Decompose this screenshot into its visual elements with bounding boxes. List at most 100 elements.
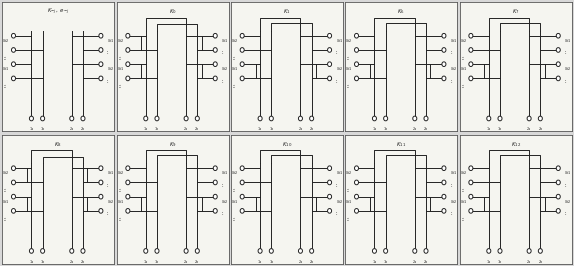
Circle shape xyxy=(442,166,446,171)
Circle shape xyxy=(556,76,560,81)
Circle shape xyxy=(355,209,359,213)
Circle shape xyxy=(527,249,531,253)
Text: ${}^{b\circ}_{a\circ}$: ${}^{b\circ}_{a\circ}$ xyxy=(347,82,351,91)
Circle shape xyxy=(442,62,446,66)
Circle shape xyxy=(556,209,560,213)
Text: 1b: 1b xyxy=(383,127,387,131)
Text: ${}^{b\circ}_{a\circ}$: ${}^{b\circ}_{a\circ}$ xyxy=(232,82,237,91)
Circle shape xyxy=(469,194,473,199)
Circle shape xyxy=(11,209,15,213)
Circle shape xyxy=(556,48,560,52)
Text: 2a: 2a xyxy=(184,260,188,264)
Circle shape xyxy=(298,249,302,253)
Circle shape xyxy=(184,116,188,121)
Text: 1b: 1b xyxy=(498,127,502,131)
Text: $St1$: $St1$ xyxy=(460,65,467,72)
Circle shape xyxy=(213,76,217,81)
Text: $St1$: $St1$ xyxy=(2,198,10,205)
Circle shape xyxy=(11,194,15,199)
Circle shape xyxy=(126,76,130,81)
Text: 2b: 2b xyxy=(538,260,542,264)
Text: ${}^{a}_{b}$: ${}^{a}_{b}$ xyxy=(221,182,224,190)
Text: $St2$: $St2$ xyxy=(450,65,457,72)
Text: $St2$: $St2$ xyxy=(460,169,467,176)
Text: 2a: 2a xyxy=(184,127,188,131)
Text: 1b: 1b xyxy=(155,260,159,264)
Circle shape xyxy=(556,166,560,171)
Circle shape xyxy=(355,194,359,199)
Text: $\mathit{K_{11}}$: $\mathit{K_{11}}$ xyxy=(396,140,406,149)
Text: ${}^{b\circ}_{a\circ}$: ${}^{b\circ}_{a\circ}$ xyxy=(3,82,8,91)
Text: 2b: 2b xyxy=(81,260,85,264)
Circle shape xyxy=(269,249,273,253)
Text: ${}^{b\circ}_{a\circ}$: ${}^{b\circ}_{a\circ}$ xyxy=(461,54,466,63)
Circle shape xyxy=(328,166,332,171)
Circle shape xyxy=(383,116,387,121)
Circle shape xyxy=(556,180,560,185)
Circle shape xyxy=(126,180,130,185)
Text: $St1$: $St1$ xyxy=(107,37,114,44)
Text: $St2$: $St2$ xyxy=(2,37,10,44)
Text: $St1$: $St1$ xyxy=(346,198,352,205)
Text: ${}^{b\circ}_{a\circ}$: ${}^{b\circ}_{a\circ}$ xyxy=(232,215,237,223)
Circle shape xyxy=(70,249,74,253)
Circle shape xyxy=(309,116,313,121)
Text: 1b: 1b xyxy=(155,127,159,131)
Text: 1a: 1a xyxy=(29,260,33,264)
Circle shape xyxy=(126,62,130,66)
Circle shape xyxy=(213,166,217,171)
Text: $St1$: $St1$ xyxy=(564,37,572,44)
Circle shape xyxy=(240,180,244,185)
Text: $St2$: $St2$ xyxy=(231,37,238,44)
Circle shape xyxy=(11,34,15,38)
Text: ${}^{a}_{b}$: ${}^{a}_{b}$ xyxy=(335,182,338,190)
Text: $St1$: $St1$ xyxy=(450,37,457,44)
Circle shape xyxy=(70,116,74,121)
Text: 1a: 1a xyxy=(144,127,148,131)
Circle shape xyxy=(99,76,103,81)
Text: $St2$: $St2$ xyxy=(107,65,114,72)
Text: ${}^{b\circ}_{a\circ}$: ${}^{b\circ}_{a\circ}$ xyxy=(232,186,237,195)
Circle shape xyxy=(309,249,313,253)
Text: ${}^{b\circ}_{a\circ}$: ${}^{b\circ}_{a\circ}$ xyxy=(461,186,466,195)
Text: ${}^{a}_{b}$: ${}^{a}_{b}$ xyxy=(564,49,567,57)
Text: ${}^{a}_{b}$: ${}^{a}_{b}$ xyxy=(335,49,338,57)
Circle shape xyxy=(355,62,359,66)
Text: $St1$: $St1$ xyxy=(336,37,343,44)
Text: $\mathit{K_{10}}$: $\mathit{K_{10}}$ xyxy=(282,140,292,149)
Text: 1a: 1a xyxy=(258,260,262,264)
Circle shape xyxy=(442,194,446,199)
Text: ${}^{b\circ}_{a\circ}$: ${}^{b\circ}_{a\circ}$ xyxy=(461,82,466,91)
Circle shape xyxy=(328,194,332,199)
Text: ${}^{b\circ}_{a\circ}$: ${}^{b\circ}_{a\circ}$ xyxy=(3,215,8,223)
Circle shape xyxy=(355,76,359,81)
Circle shape xyxy=(126,209,130,213)
Circle shape xyxy=(29,116,33,121)
Circle shape xyxy=(195,116,199,121)
Text: ${}^{a}_{b}$: ${}^{a}_{b}$ xyxy=(449,182,453,190)
Text: ${}^{a}_{b}$: ${}^{a}_{b}$ xyxy=(564,182,567,190)
Circle shape xyxy=(469,166,473,171)
Text: $St2$: $St2$ xyxy=(2,169,10,176)
Text: 2a: 2a xyxy=(413,260,417,264)
Text: 1b: 1b xyxy=(269,127,273,131)
Text: $St2$: $St2$ xyxy=(222,65,228,72)
Text: $St1$: $St1$ xyxy=(460,198,467,205)
Text: $St2$: $St2$ xyxy=(336,65,343,72)
Text: 2b: 2b xyxy=(195,260,199,264)
Circle shape xyxy=(383,249,387,253)
Circle shape xyxy=(498,116,502,121)
Circle shape xyxy=(469,180,473,185)
Circle shape xyxy=(213,62,217,66)
Text: $\mathit{K_6}$: $\mathit{K_6}$ xyxy=(397,7,405,16)
Circle shape xyxy=(213,34,217,38)
Circle shape xyxy=(240,194,244,199)
Text: $St2$: $St2$ xyxy=(450,198,457,205)
Text: ${}^{b\circ}_{a\circ}$: ${}^{b\circ}_{a\circ}$ xyxy=(118,82,122,91)
Circle shape xyxy=(195,249,199,253)
Circle shape xyxy=(155,249,159,253)
Circle shape xyxy=(11,76,15,81)
Text: ${}^{b\circ}_{a\circ}$: ${}^{b\circ}_{a\circ}$ xyxy=(118,186,122,195)
Text: 1a: 1a xyxy=(373,127,377,131)
Text: 1a: 1a xyxy=(29,127,33,131)
